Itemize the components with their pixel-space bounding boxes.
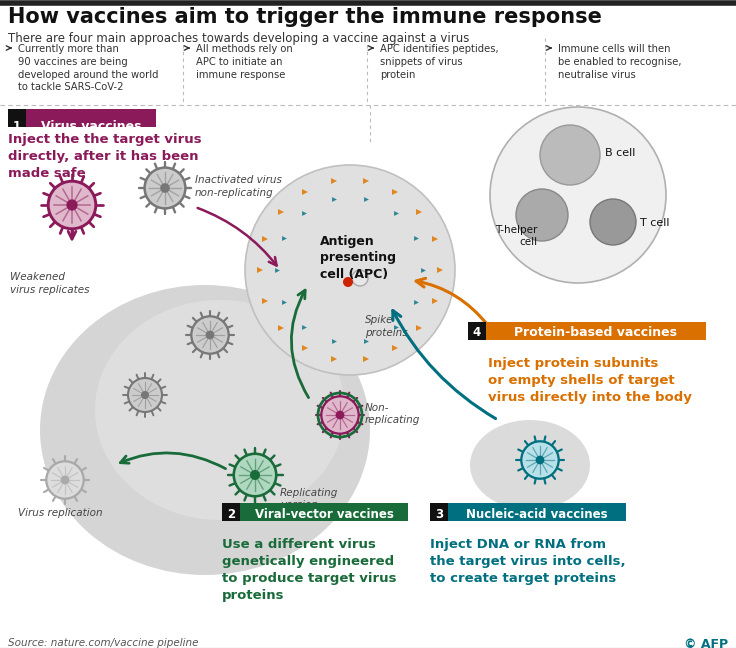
FancyBboxPatch shape — [240, 503, 408, 521]
Text: 3: 3 — [435, 507, 443, 520]
Text: 4: 4 — [473, 327, 481, 340]
FancyBboxPatch shape — [26, 109, 156, 127]
Text: Antigen
presenting
cell (APC): Antigen presenting cell (APC) — [320, 235, 396, 281]
Text: Inject the the target virus
directly, after it has been
made safe: Inject the the target virus directly, af… — [8, 133, 202, 180]
Text: Non-
replicating: Non- replicating — [365, 403, 420, 425]
FancyBboxPatch shape — [222, 503, 240, 521]
Text: 2: 2 — [227, 507, 235, 520]
Text: B cell: B cell — [605, 148, 635, 158]
Text: Inject DNA or RNA from
the target virus into cells,
to create target proteins: Inject DNA or RNA from the target virus … — [430, 538, 626, 585]
Circle shape — [46, 461, 84, 499]
Circle shape — [191, 316, 229, 354]
Circle shape — [521, 441, 559, 479]
Ellipse shape — [470, 420, 590, 510]
FancyBboxPatch shape — [430, 503, 448, 521]
Text: Virus replication: Virus replication — [18, 508, 102, 518]
Ellipse shape — [40, 285, 370, 575]
Text: Viral-vector vaccines: Viral-vector vaccines — [255, 507, 394, 520]
FancyBboxPatch shape — [486, 322, 706, 340]
Text: Immune cells will then
be enabled to recognise,
neutralise virus: Immune cells will then be enabled to rec… — [558, 44, 682, 80]
Text: There are four main approaches towards developing a vaccine against a virus: There are four main approaches towards d… — [8, 32, 470, 45]
Circle shape — [205, 330, 214, 340]
Text: Source: nature.com/vaccine pipeline: Source: nature.com/vaccine pipeline — [8, 638, 199, 648]
Circle shape — [60, 476, 69, 485]
Circle shape — [48, 181, 96, 229]
Text: T-helper
cell: T-helper cell — [495, 225, 537, 248]
Text: Replicating
version: Replicating version — [280, 488, 339, 511]
Circle shape — [336, 411, 344, 419]
Text: Currently more than
90 vaccines are being
developed around the world
to tackle S: Currently more than 90 vaccines are bein… — [18, 44, 158, 93]
FancyBboxPatch shape — [468, 322, 486, 340]
Circle shape — [536, 456, 545, 465]
Text: Protein-based vaccines: Protein-based vaccines — [514, 327, 676, 340]
Text: 1: 1 — [13, 120, 21, 133]
Text: Virus vaccines: Virus vaccines — [40, 120, 141, 133]
Circle shape — [128, 378, 162, 412]
Circle shape — [66, 200, 77, 211]
Text: Inject protein subunits
or empty shells of target
virus directly into the body: Inject protein subunits or empty shells … — [488, 357, 692, 404]
Circle shape — [516, 189, 568, 241]
Circle shape — [352, 270, 368, 286]
Text: Spike
proteins: Spike proteins — [365, 315, 408, 338]
Text: Inactivated virus
non-replicating: Inactivated virus non-replicating — [195, 175, 282, 198]
Circle shape — [141, 391, 149, 399]
FancyBboxPatch shape — [8, 109, 26, 127]
Text: Weakened
virus replicates: Weakened virus replicates — [10, 272, 90, 295]
Text: APC identifies peptides,
snippets of virus
protein: APC identifies peptides, snippets of vir… — [380, 44, 498, 80]
Circle shape — [250, 470, 260, 480]
Circle shape — [540, 125, 600, 185]
Circle shape — [245, 165, 455, 375]
Text: © AFP: © AFP — [684, 638, 728, 648]
Text: How vaccines aim to trigger the immune response: How vaccines aim to trigger the immune r… — [8, 7, 602, 27]
Text: All methods rely on
APC to initiate an
immune response: All methods rely on APC to initiate an i… — [196, 44, 293, 80]
Circle shape — [343, 277, 353, 287]
FancyBboxPatch shape — [448, 503, 626, 521]
Circle shape — [590, 199, 636, 245]
Circle shape — [160, 183, 170, 193]
Circle shape — [144, 168, 185, 209]
Circle shape — [490, 107, 666, 283]
Text: Use a different virus
genetically engineered
to produce target virus
proteins: Use a different virus genetically engine… — [222, 538, 397, 602]
Text: T cell: T cell — [640, 218, 670, 228]
Text: Nucleic-acid vaccines: Nucleic-acid vaccines — [466, 507, 608, 520]
Circle shape — [322, 397, 358, 434]
Circle shape — [234, 454, 276, 496]
Ellipse shape — [95, 300, 345, 520]
